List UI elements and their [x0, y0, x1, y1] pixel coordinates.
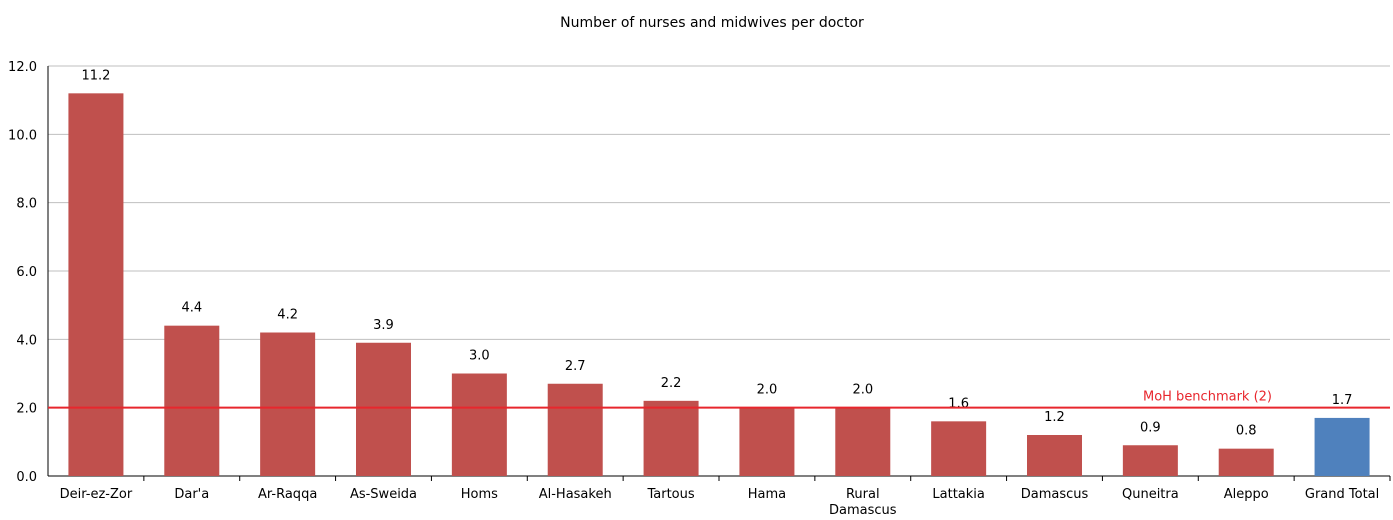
x-axis: Deir-ez-Zor Dar'a Ar-Raqqa As-Sweida Homs Al-…: [60, 476, 1391, 518]
chart-title: Number of nurses and midwives per doctor: [560, 15, 864, 31]
y-tick-label: 0.0: [16, 470, 37, 485]
data-label: 1.2: [1044, 410, 1065, 425]
bars: [68, 93, 1370, 476]
x-tick-label: Al-Hasakeh: [539, 487, 612, 502]
y-axis: 0.0 2.0 4.0 6.0 8.0 10.0 12.0: [8, 60, 49, 485]
x-tick-label: Homs: [461, 487, 498, 502]
x-tick-label: Rural Damascus: [829, 487, 897, 518]
benchmark-label: MoH benchmark (2): [1143, 390, 1272, 405]
bar: [835, 407, 891, 476]
data-label: 2.7: [565, 359, 586, 374]
y-tick-label: 12.0: [8, 60, 37, 75]
x-tick-label: Damascus: [1021, 487, 1089, 502]
bar: [260, 332, 316, 476]
bar: [1122, 445, 1178, 476]
data-label: 2.0: [757, 383, 778, 398]
data-label: 0.9: [1140, 420, 1161, 435]
x-tick-label: As-Sweida: [350, 487, 417, 502]
bar: [1314, 417, 1370, 476]
data-label: 3.9: [373, 318, 394, 333]
x-tick-label: Dar'a: [174, 487, 209, 502]
y-tick-label: 2.0: [16, 402, 37, 417]
data-label: 11.2: [81, 68, 110, 83]
data-label: 4.4: [181, 301, 202, 316]
data-label: 2.2: [661, 376, 682, 391]
y-tick-label: 10.0: [8, 128, 37, 143]
data-label: 4.2: [277, 308, 298, 323]
data-label: 0.8: [1236, 424, 1257, 439]
bar: [1027, 435, 1082, 476]
y-tick-label: 8.0: [16, 197, 37, 212]
x-tick-label: Aleppo: [1224, 487, 1269, 502]
bar: [739, 407, 795, 476]
data-label: 2.0: [852, 383, 873, 398]
bar: [1218, 448, 1274, 476]
x-tick-label: Grand Total: [1305, 487, 1379, 502]
x-tick-label: Lattakia: [932, 487, 984, 502]
data-label: 3.0: [469, 349, 490, 364]
x-tick-label: Ar-Raqqa: [258, 487, 317, 502]
bar: [931, 421, 987, 476]
gridlines: [48, 65, 1390, 477]
bar: [643, 400, 699, 476]
x-tick-label: Deir-ez-Zor: [60, 487, 133, 502]
bar: [451, 373, 507, 476]
bar: [68, 93, 124, 476]
y-tick-label: 4.0: [16, 333, 37, 348]
benchmark: MoH benchmark (2): [48, 390, 1390, 409]
x-tick-label: Tartous: [646, 487, 694, 502]
bar: [547, 383, 603, 476]
bar: [356, 342, 411, 476]
data-label: 1.7: [1332, 393, 1353, 408]
data-label: 1.6: [948, 396, 969, 411]
x-tick-label: Hama: [748, 487, 786, 502]
y-tick-label: 6.0: [16, 265, 37, 280]
x-tick-label: Quneitra: [1122, 487, 1179, 502]
bar: [164, 325, 220, 476]
